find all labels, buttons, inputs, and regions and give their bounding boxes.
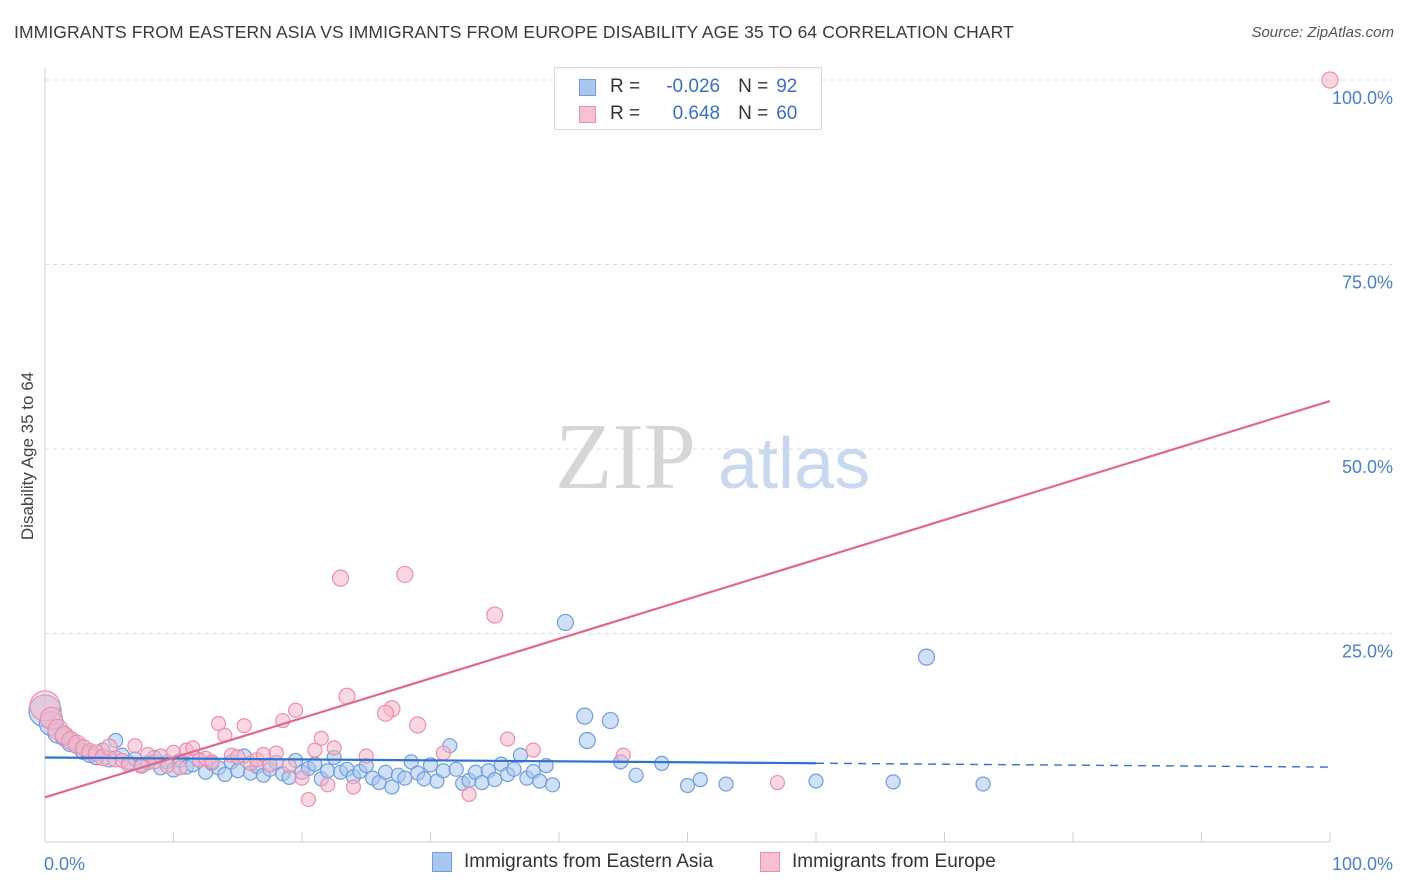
bottom-legend-europe: Immigrants from Europe <box>760 851 996 873</box>
n-value-europe: 60 <box>776 103 798 124</box>
legend-swatch-pink <box>579 105 596 123</box>
n-label: N = <box>738 103 769 124</box>
bottom-legend-eastern-asia: Immigrants from Eastern Asia <box>432 851 713 873</box>
europe-point <box>769 774 786 791</box>
europe-point <box>615 747 631 763</box>
europe-point <box>236 718 252 734</box>
europe-point <box>268 745 284 761</box>
n-value-eastern-asia: 92 <box>776 76 798 97</box>
eastern-asia-point <box>601 711 620 730</box>
eastern-asia-point <box>917 648 936 666</box>
europe-point <box>307 742 323 758</box>
bottom-legend-label-eastern-asia: Immigrants from Eastern Asia <box>464 851 714 872</box>
y-tick-label: 25.0% <box>1342 642 1393 662</box>
y-tick-label: 100.0% <box>1332 88 1393 108</box>
legend-row-eastern-asia: R = -0.026 N = 92 <box>579 74 797 100</box>
europe-point <box>281 758 297 774</box>
europe-point <box>320 777 336 793</box>
eastern-asia-point <box>532 773 548 789</box>
europe-point <box>300 791 317 808</box>
europe-trendline <box>44 399 1331 799</box>
europe-point <box>210 715 227 732</box>
eastern-asia-point <box>397 770 413 786</box>
y-tick-label: 75.0% <box>1342 273 1393 293</box>
x-tick-label-max: 100.0% <box>1332 854 1393 874</box>
europe-point <box>500 731 516 747</box>
eastern-asia-point <box>578 731 596 750</box>
r-value-eastern-asia: -0.026 <box>666 76 721 97</box>
watermark-atlas: atlas <box>718 424 870 504</box>
eastern-asia-point <box>230 763 246 779</box>
watermark-zip: ZIP <box>555 405 696 509</box>
x-tick-label-min: 0.0% <box>44 854 85 874</box>
y-tick-label: 50.0% <box>1342 457 1393 477</box>
bottom-legend-swatch-pink <box>760 852 780 872</box>
eastern-asia-point <box>416 771 432 787</box>
europe-point <box>230 749 246 765</box>
europe-point <box>287 702 304 718</box>
eastern-asia-point <box>512 747 529 763</box>
eastern-asia-point <box>808 773 824 789</box>
correlation-legend: R = -0.026 N = 92 R = 0.648 N = 60 <box>554 67 822 130</box>
chart-title: IMMIGRANTS FROM EASTERN ASIA VS IMMIGRAN… <box>14 22 1014 42</box>
europe-point <box>1321 71 1339 89</box>
eastern-asia-point <box>654 755 670 771</box>
eastern-asia-point <box>320 763 336 779</box>
europe-point <box>396 565 414 584</box>
eastern-asia-point <box>448 761 464 777</box>
eastern-asia-point <box>377 764 394 780</box>
europe-point <box>127 738 143 754</box>
europe-point <box>331 569 350 587</box>
eastern-asia-point <box>217 766 233 783</box>
r-label: R = <box>610 103 641 124</box>
y-axis-label: Disability Age 35 to 64 <box>18 371 37 541</box>
source-credit: Source: ZipAtlas.com <box>1251 24 1394 41</box>
eastern-asia-point <box>544 777 561 793</box>
eastern-asia-point <box>384 779 400 795</box>
eastern-asia-point <box>692 772 708 788</box>
europe-point <box>172 760 188 776</box>
eastern-asia-point <box>487 772 503 788</box>
eastern-asia-point <box>885 774 901 790</box>
eastern-asia-point <box>679 777 696 794</box>
europe-point <box>345 779 361 795</box>
europe-point <box>294 770 310 786</box>
r-value-europe: 0.648 <box>672 103 721 124</box>
europe-point <box>204 754 220 770</box>
europe-point <box>409 716 427 734</box>
bottom-legend-label-europe: Immigrants from Europe <box>792 851 996 872</box>
trend-lines <box>44 399 1331 799</box>
grid-lines <box>45 79 1392 634</box>
legend-row-europe: R = 0.648 N = 60 <box>579 101 797 127</box>
bottom-legend-swatch-blue <box>432 852 452 872</box>
europe-point <box>313 730 329 746</box>
eastern-asia-point <box>718 776 734 792</box>
eastern-asia-trendline-extension <box>815 762 1331 768</box>
eastern-asia-point <box>576 707 594 725</box>
eastern-asia-point <box>435 763 451 779</box>
europe-point <box>435 745 451 761</box>
watermark: ZIP atlas <box>555 405 870 509</box>
europe-point <box>326 740 342 756</box>
eastern-asia-point <box>975 776 991 792</box>
tick-labels: 25.0% 50.0% 75.0% 100.0% 0.0% 100.0% <box>44 88 1393 874</box>
europe-point <box>262 757 278 773</box>
n-label: N = <box>738 76 769 97</box>
europe-point <box>486 606 504 624</box>
eastern-asia-point <box>403 754 419 770</box>
legend-swatch-blue <box>579 78 596 96</box>
r-label: R = <box>610 76 641 97</box>
eastern-asia-point <box>628 767 644 783</box>
europe-point <box>525 742 541 758</box>
eastern-asia-point <box>556 613 575 632</box>
europe-point <box>461 786 477 802</box>
europe-point <box>376 704 395 722</box>
eastern-asia-point <box>506 761 522 777</box>
